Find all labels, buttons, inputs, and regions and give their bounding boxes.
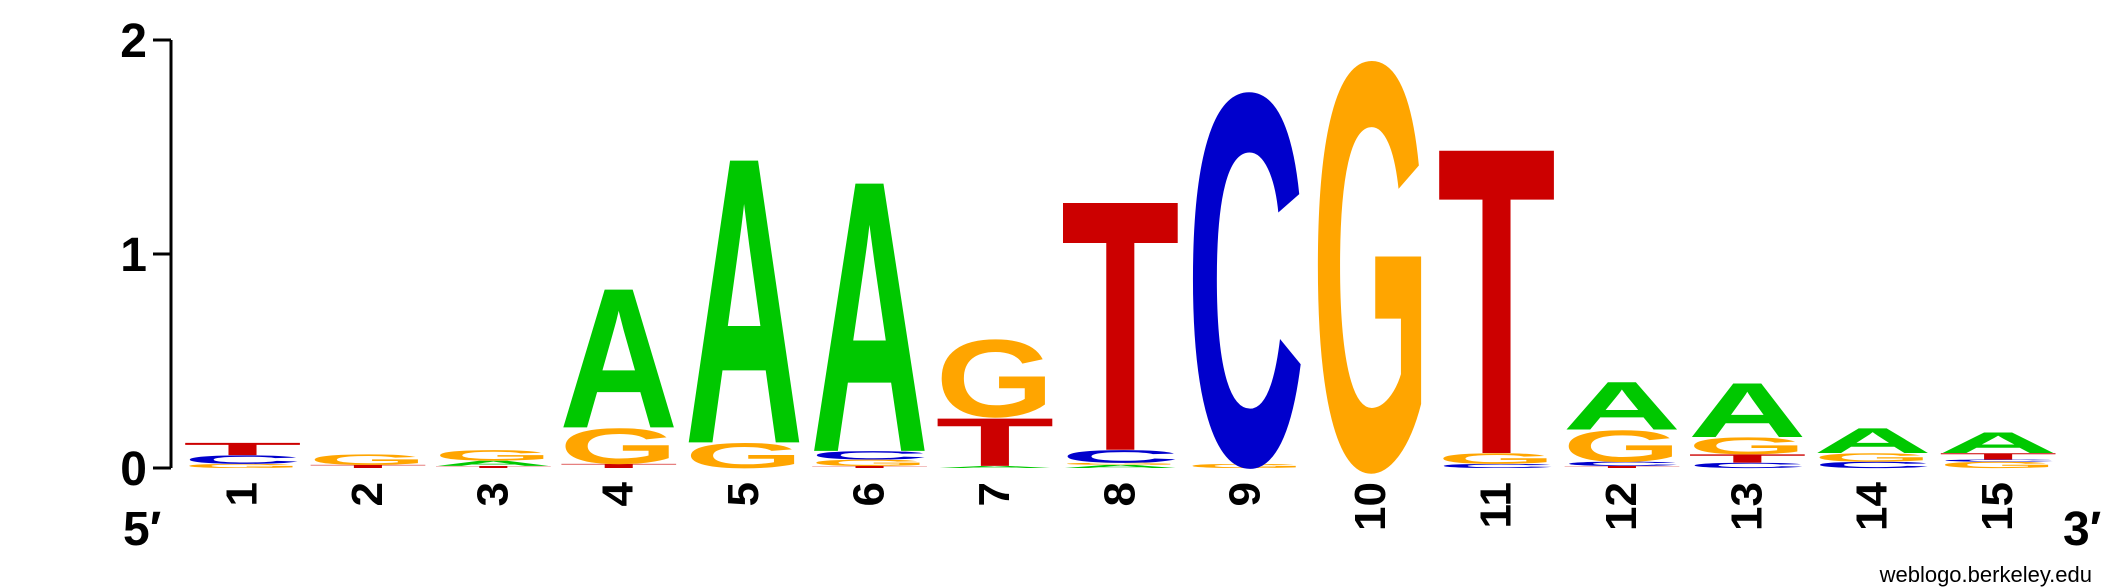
letter-T: T — [1939, 451, 2058, 461]
letter-A: A — [1813, 421, 1932, 461]
letter-A: A — [559, 246, 678, 470]
stack-9: GC — [1186, 0, 1305, 578]
y-axis: 0 1 2 — [120, 15, 173, 496]
letter-T: T — [935, 404, 1054, 481]
x-tick-label: 15 — [1973, 482, 2022, 531]
letter-G: G — [935, 318, 1054, 441]
y-ticks: 0 1 2 — [120, 15, 171, 496]
letter-A: A — [810, 100, 929, 534]
x-tick-label: 10 — [1346, 482, 1395, 531]
stack-10: G — [1312, 0, 1431, 588]
x-tick-label: 7 — [970, 482, 1019, 506]
x-tick-label: 5 — [719, 482, 768, 506]
letter-G: G — [1061, 462, 1180, 465]
letter-A: A — [685, 73, 804, 530]
letter-T: T — [1562, 465, 1681, 468]
stack-5: GA — [685, 73, 804, 530]
x-tick-labels: 1 2 3 4 5 6 7 8 9 10 11 12 13 14 15 — [218, 481, 2023, 530]
letter-C: C — [1939, 459, 2058, 462]
letter-G: G — [183, 463, 302, 470]
x-tick-label: 1 — [218, 482, 267, 506]
x-tick-label: 12 — [1597, 482, 1646, 531]
letter-T: T — [1688, 452, 1807, 465]
stack-4: TGA — [559, 246, 678, 474]
stack-3: TAG — [434, 447, 553, 468]
stack-11: CGT — [1437, 56, 1556, 547]
letter-C: C — [183, 453, 302, 466]
stack-1: GCT — [183, 439, 302, 469]
letter-A: A — [434, 459, 553, 467]
letter-C: C — [1061, 447, 1180, 467]
letter-C: C — [1437, 463, 1556, 470]
letter-T: T — [1437, 56, 1556, 547]
y-tick-label: 1 — [120, 229, 147, 282]
x-tick-label: 3 — [468, 482, 517, 506]
letter-G: G — [1813, 451, 1932, 464]
y-tick-label: 2 — [120, 15, 147, 68]
letter-G: G — [1437, 450, 1556, 467]
x-tick-label: 6 — [845, 482, 894, 506]
letter-G: G — [559, 418, 678, 475]
x-tick-label: 14 — [1848, 481, 1897, 530]
letter-G: G — [1939, 460, 2058, 470]
letter-T: T — [183, 439, 302, 459]
stack-2: TG — [308, 451, 427, 469]
five-prime-label: 5′ — [123, 503, 161, 556]
letter-C: C — [1813, 460, 1932, 470]
stack-14: CGA — [1813, 421, 1932, 470]
y-tick-label: 0 — [120, 443, 147, 496]
letter-A: A — [935, 465, 1054, 468]
letter-C: C — [1688, 461, 1807, 469]
letter-G: G — [1562, 422, 1681, 472]
letter-T: T — [559, 463, 678, 470]
credit-text: weblogo.berkeley.edu — [1879, 562, 2092, 587]
letter-C: C — [1562, 461, 1681, 468]
three-prime-label: 3′ — [2063, 503, 2101, 556]
letter-G: G — [685, 436, 804, 476]
letter-G: G — [810, 458, 929, 468]
letter-G: G — [434, 447, 553, 464]
letter-A: A — [1688, 367, 1807, 454]
x-tick-label: 4 — [594, 481, 643, 506]
letter-C: C — [810, 449, 929, 462]
letter-C: C — [1186, 0, 1305, 578]
letter-G: G — [1688, 433, 1807, 460]
x-tick-label: 13 — [1722, 482, 1771, 531]
letter-T: T — [810, 465, 929, 468]
letter-G: G — [1312, 0, 1431, 588]
letter-A: A — [1061, 464, 1180, 469]
x-tick-label: 11 — [1472, 482, 1521, 529]
x-tick-label: 9 — [1221, 482, 1270, 506]
letter-G: G — [1186, 463, 1305, 470]
x-tick-label: 8 — [1095, 482, 1144, 506]
letter-A: A — [1939, 426, 2058, 460]
letter-T: T — [308, 464, 427, 469]
letter-T: T — [434, 465, 553, 468]
letter-T: T — [1061, 126, 1180, 527]
stack-7: ATG — [935, 318, 1054, 481]
letter-A: A — [1562, 368, 1681, 445]
x-tick-label: 2 — [343, 482, 392, 506]
letter-G: G — [308, 451, 427, 468]
